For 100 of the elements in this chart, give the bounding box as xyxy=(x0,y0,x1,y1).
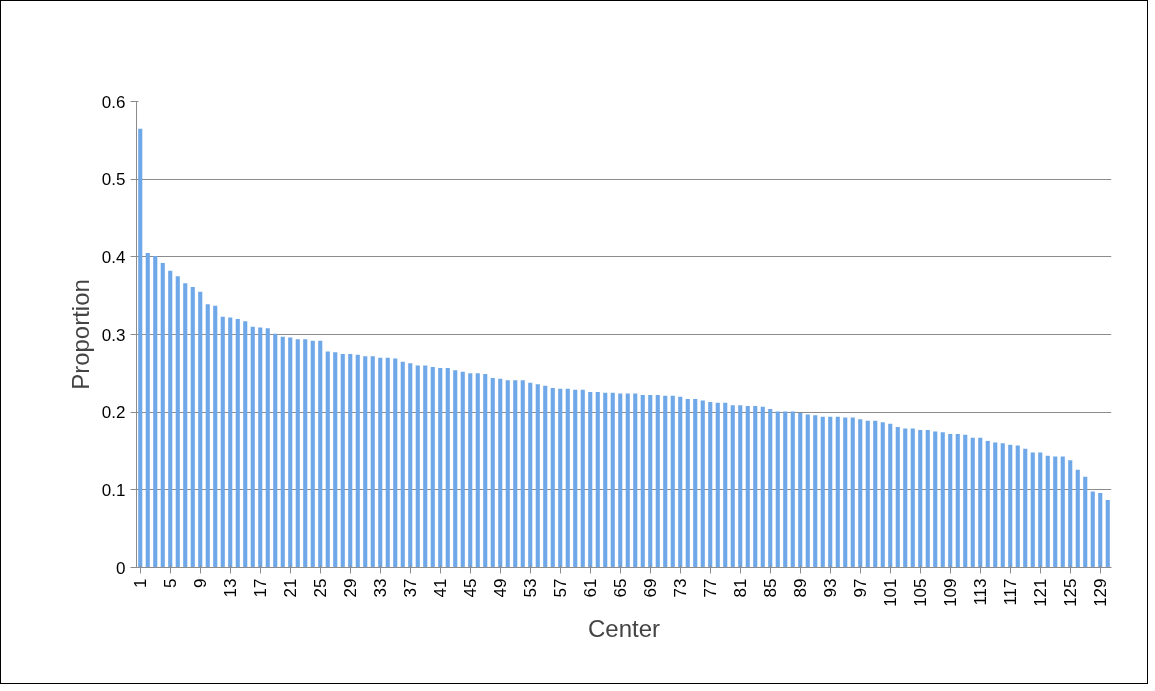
bar xyxy=(940,432,945,568)
x-tick-label: 97 xyxy=(851,578,871,598)
bar xyxy=(633,393,638,568)
x-tick-label: 81 xyxy=(731,578,751,598)
x-tick-label: 105 xyxy=(911,578,931,607)
bar xyxy=(573,389,578,568)
x-tick-label: 73 xyxy=(671,578,691,598)
y-tick-label: 0.5 xyxy=(101,170,126,190)
x-tick-label: 17 xyxy=(251,578,271,598)
bar xyxy=(753,405,758,568)
bar xyxy=(610,392,615,568)
bar xyxy=(138,128,143,568)
bar xyxy=(325,351,330,568)
bar xyxy=(723,402,728,568)
x-tick-label: 117 xyxy=(1001,578,1021,606)
bar xyxy=(790,411,795,568)
bar xyxy=(678,396,683,568)
x-tick-label: 65 xyxy=(611,578,631,598)
bar xyxy=(745,405,750,568)
bar xyxy=(430,367,435,568)
y-tick-label: 0.2 xyxy=(101,403,126,423)
bar xyxy=(145,252,150,568)
x-axis-title: Center xyxy=(587,614,661,642)
bar xyxy=(910,428,915,568)
bar xyxy=(700,400,705,568)
bar xyxy=(288,337,293,568)
bar xyxy=(918,430,923,568)
bar xyxy=(798,412,803,568)
bar xyxy=(970,437,975,568)
bar xyxy=(933,431,938,568)
bar xyxy=(1000,443,1005,568)
bar xyxy=(1083,476,1088,568)
x-tick-label: 109 xyxy=(941,578,961,607)
x-tick-label: 69 xyxy=(641,578,661,598)
bar xyxy=(925,430,930,568)
bar xyxy=(393,358,398,568)
bar xyxy=(550,388,555,568)
bar xyxy=(813,415,818,568)
x-tick-label: 9 xyxy=(191,578,211,588)
bar xyxy=(828,416,833,568)
x-tick-label: 77 xyxy=(701,578,721,598)
bar xyxy=(1098,492,1103,568)
bar xyxy=(588,391,593,568)
bar xyxy=(535,384,540,568)
y-tick-label: 0.6 xyxy=(101,92,126,112)
bar xyxy=(865,420,870,568)
x-tick-label: 93 xyxy=(821,578,841,598)
y-tick-label: 0 xyxy=(116,558,126,578)
bar xyxy=(843,417,848,568)
x-tick-label: 1 xyxy=(131,578,151,588)
bar xyxy=(1090,491,1095,568)
bar xyxy=(385,357,390,568)
bar xyxy=(528,382,533,568)
x-tick-label: 101 xyxy=(881,578,901,607)
x-tick-label: 57 xyxy=(551,578,571,598)
bar xyxy=(978,437,983,568)
bar xyxy=(963,434,968,568)
x-tick-label: 5 xyxy=(161,578,181,588)
bar xyxy=(640,395,645,568)
bar xyxy=(1038,452,1043,568)
bar xyxy=(565,388,570,568)
bar xyxy=(985,440,990,568)
bar xyxy=(648,395,653,568)
bar xyxy=(580,389,585,568)
bar xyxy=(265,328,270,568)
x-tick-label: 53 xyxy=(521,578,541,598)
bar xyxy=(475,373,480,568)
bar xyxy=(558,388,563,568)
bar xyxy=(715,402,720,568)
bar xyxy=(520,380,525,568)
bar xyxy=(1030,452,1035,568)
bar xyxy=(318,340,323,568)
x-tick-label: 45 xyxy=(461,578,481,598)
bar xyxy=(625,393,630,568)
bar xyxy=(618,393,623,568)
y-axis-title: Proportion xyxy=(66,279,94,390)
bar xyxy=(498,378,503,568)
bar xyxy=(295,339,300,568)
bar xyxy=(183,283,188,568)
y-tick-label: 0.1 xyxy=(101,480,126,500)
bar xyxy=(655,395,660,568)
bar xyxy=(685,398,690,568)
bar xyxy=(363,356,368,568)
bar xyxy=(340,353,345,568)
bar xyxy=(168,270,173,568)
bar xyxy=(333,352,338,568)
bar xyxy=(1023,448,1028,568)
bar xyxy=(190,287,195,568)
bar xyxy=(805,414,810,568)
bar xyxy=(955,433,960,568)
bar xyxy=(850,417,855,568)
bar xyxy=(408,363,413,568)
bar xyxy=(205,304,210,568)
bar xyxy=(1008,444,1013,568)
bar xyxy=(228,317,233,568)
bar xyxy=(490,377,495,568)
bar xyxy=(370,356,375,568)
x-tick-label: 85 xyxy=(761,578,781,598)
bar xyxy=(258,327,263,568)
bar xyxy=(303,339,308,568)
